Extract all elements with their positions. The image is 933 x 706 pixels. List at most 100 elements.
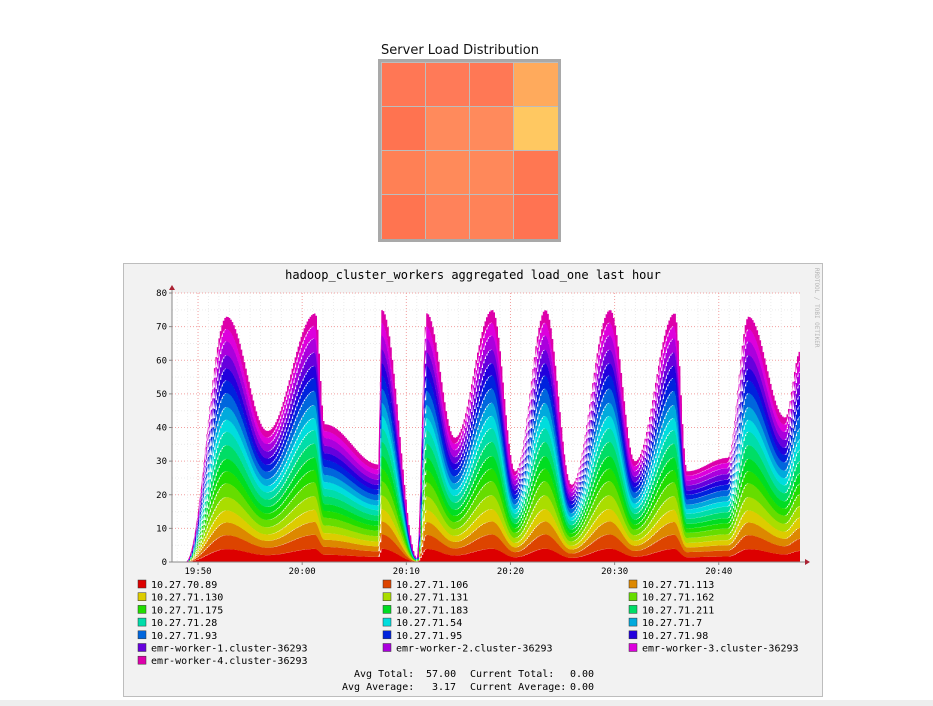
legend-swatch xyxy=(137,592,147,601)
legend-swatch xyxy=(628,579,638,589)
legend-label: 10.27.71.162 xyxy=(642,593,714,604)
chart-title: hadoop_cluster_workers aggregated load_o… xyxy=(285,268,661,282)
heatmap-cell xyxy=(470,106,514,150)
y-tick-label: 30 xyxy=(156,457,167,467)
series-area-15 xyxy=(172,363,800,562)
legend-label: 10.27.71.98 xyxy=(642,631,708,642)
legend-label: 10.27.71.130 xyxy=(151,593,223,604)
heatmap-cell xyxy=(425,62,469,106)
legend-label: 10.27.71.211 xyxy=(642,605,714,616)
legend-label: 10.27.71.95 xyxy=(396,631,462,642)
legend-label: 10.27.71.54 xyxy=(396,618,462,629)
y-tick-label: 20 xyxy=(156,491,167,501)
x-tick-label: 20:00 xyxy=(289,567,316,577)
legend-label: 10.27.71.113 xyxy=(642,580,714,591)
legend-label: 10.27.71.183 xyxy=(396,605,468,616)
series-area-10 xyxy=(172,428,800,562)
plot-axes xyxy=(169,285,810,565)
x-tick-label: 19:50 xyxy=(184,567,211,577)
legend-label: 10.27.70.89 xyxy=(151,580,217,591)
legend-swatch xyxy=(137,643,147,652)
series-area-12 xyxy=(172,402,800,562)
legend-label: 10.27.71.28 xyxy=(151,618,217,629)
series-area-9 xyxy=(172,441,800,562)
load-graph-panel: hadoop_cluster_workers aggregated load_o… xyxy=(123,263,823,697)
series-area-6 xyxy=(172,481,800,562)
heatmap-cell xyxy=(470,151,514,195)
heatmap-cell xyxy=(425,195,469,239)
series-area-18 xyxy=(172,322,800,562)
legend-swatch xyxy=(628,617,638,627)
x-tick-label: 20:10 xyxy=(393,567,420,577)
series-area-11 xyxy=(172,415,800,562)
legend-label: emr-worker-3.cluster-36293 xyxy=(642,644,799,655)
legend-label: 10.27.71.175 xyxy=(151,605,223,616)
y-tick-label: 60 xyxy=(156,356,167,366)
heatmap-cell xyxy=(514,106,558,150)
heatmap-cell xyxy=(514,62,558,106)
heatmap-cell xyxy=(381,106,425,150)
legend-swatch xyxy=(382,592,392,601)
legend-swatch xyxy=(628,592,638,601)
series-area-16 xyxy=(172,349,800,562)
chart-stats: Avg Total: 57.00 Current Total: 0.00 Avg… xyxy=(342,669,594,693)
legend-label: emr-worker-4.cluster-36293 xyxy=(151,656,308,667)
heatmap-title: Server Load Distribution xyxy=(381,43,539,58)
legend-swatch xyxy=(628,630,638,640)
server-load-heatmap xyxy=(378,59,561,242)
heatmap-cell xyxy=(425,106,469,150)
legend-swatch xyxy=(137,579,147,589)
heatmap-cell xyxy=(381,151,425,195)
y-axis-arrow xyxy=(169,285,175,290)
heatmap-cell xyxy=(470,62,514,106)
x-tick-label: 20:40 xyxy=(705,567,732,577)
y-tick-label: 50 xyxy=(156,390,167,400)
legend-label: 10.27.71.93 xyxy=(151,631,217,642)
legend-swatch xyxy=(382,643,392,652)
heatmap-cell xyxy=(381,62,425,106)
y-tick-label: 70 xyxy=(156,323,167,333)
page-bottom-bar xyxy=(0,700,933,706)
avg-total-value: 57.00 xyxy=(426,669,456,680)
current-average-value: 0.00 xyxy=(570,682,594,693)
legend-swatch xyxy=(137,630,147,640)
series-area-1 xyxy=(172,548,800,562)
heatmap-cell xyxy=(381,195,425,239)
x-axis-arrow xyxy=(805,559,810,565)
series-area-8 xyxy=(172,456,800,562)
avg-average-label: Avg Average: xyxy=(342,682,414,693)
y-tick-label: 80 xyxy=(156,289,167,299)
legend-label: 10.27.71.106 xyxy=(396,580,468,591)
rrdtool-side-label: RRDTOOL / TOBI OETIKER xyxy=(813,268,820,348)
legend-swatch xyxy=(382,617,392,627)
x-tick-labels: 19:50 20:00 20:10 20:20 20:30 20:40 xyxy=(184,562,732,577)
legend-label: emr-worker-2.cluster-36293 xyxy=(396,644,553,655)
legend-label: 10.27.71.131 xyxy=(396,593,468,604)
current-total-value: 0.00 xyxy=(570,669,594,680)
legend-swatch xyxy=(628,643,638,652)
legend-swatch xyxy=(382,579,392,589)
y-tick-labels: 0 10 20 30 40 50 60 70 80 xyxy=(156,289,172,568)
series-area-2 xyxy=(172,534,800,562)
x-tick-label: 20:20 xyxy=(497,567,524,577)
avg-average-value: 3.17 xyxy=(432,682,456,693)
legend-swatch xyxy=(382,605,392,614)
y-tick-label: 10 xyxy=(156,524,167,534)
series-area-19 xyxy=(172,310,800,562)
heatmap-cell xyxy=(425,151,469,195)
legend-label: emr-worker-1.cluster-36293 xyxy=(151,644,308,655)
series-area-17 xyxy=(172,335,800,562)
heatmap-cell xyxy=(514,151,558,195)
series-area-5 xyxy=(172,495,800,562)
series-area-7 xyxy=(172,468,800,562)
y-tick-label: 0 xyxy=(162,558,167,568)
y-tick-label: 40 xyxy=(156,424,167,434)
x-tick-label: 20:30 xyxy=(601,567,628,577)
legend-swatch xyxy=(628,605,638,614)
series-area-3 xyxy=(172,521,800,562)
series-area-14 xyxy=(172,375,800,562)
stacked-area-series xyxy=(172,310,800,562)
legend-swatch xyxy=(382,630,392,640)
heatmap-cell xyxy=(470,195,514,239)
legend-swatch xyxy=(137,655,147,665)
